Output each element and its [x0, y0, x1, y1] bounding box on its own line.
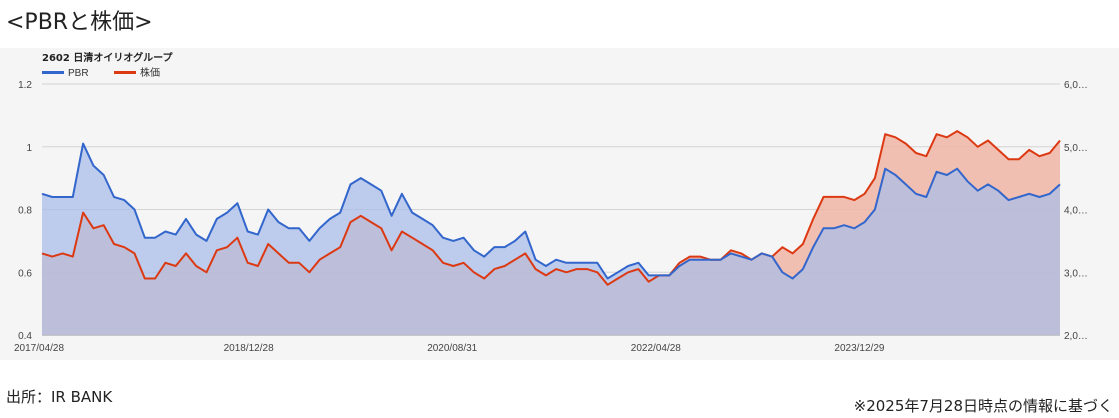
series-area-pbr — [42, 143, 1060, 335]
x-tick-label: 2017/04/28 — [14, 343, 64, 354]
y-tick-label-right: 3,0… — [1064, 268, 1088, 279]
x-tick-label: 2020/08/31 — [427, 343, 477, 354]
y-tick-label-right: 5,0… — [1064, 143, 1088, 154]
y-tick-label-right: 4,0… — [1064, 206, 1088, 217]
x-tick-label: 2018/12/28 — [224, 343, 274, 354]
legend-label: PBR — [68, 68, 89, 79]
chart-panel: 0.4 0.6 0.8 1 1.2 2,0… 3,0… 4,0… 5,0… 6,0… 2017/04… — [0, 48, 1119, 360]
x-tick-label: 2022/04/28 — [631, 343, 681, 354]
footnote: ※2025年7月28日時点の情報に基づく — [853, 397, 1113, 415]
chart-svg: 0.4 0.6 0.8 1 1.2 2,0… 3,0… 4,0… 5,0… 6,0… 2017/04… — [14, 51, 1088, 354]
y-tick-label-left: 1.2 — [18, 80, 32, 91]
y-tick-label-right: 6,0… — [1064, 80, 1088, 91]
y-tick-label-left: 1 — [26, 143, 32, 154]
source-text: 出所：IR BANK — [6, 388, 113, 406]
x-tick-label: 2023/12/29 — [834, 343, 884, 354]
legend-swatch — [114, 71, 136, 74]
legend-label: 株価 — [140, 66, 160, 79]
y-tick-label-left: 0.4 — [18, 331, 32, 342]
y-tick-label-left: 0.8 — [18, 206, 32, 217]
series-line-pbr — [41, 142, 1061, 280]
chart-title: 2602 日清オイリオグループ — [42, 51, 174, 64]
y-tick-label-left: 0.6 — [18, 268, 32, 279]
page-heading: <PBRと株価> — [6, 10, 153, 35]
y-tick-label-right: 2,0… — [1064, 331, 1088, 342]
legend-swatch — [42, 71, 64, 74]
series-line-price — [41, 130, 1061, 286]
